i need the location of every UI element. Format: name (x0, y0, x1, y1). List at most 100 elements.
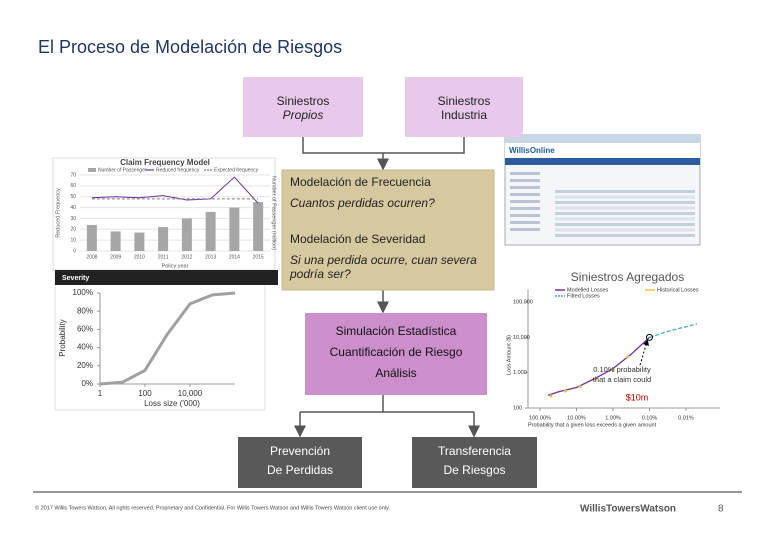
y-tick-label: 60% (77, 325, 93, 334)
node-label: Siniestros (277, 94, 330, 108)
node-box (405, 77, 523, 137)
table-row (555, 201, 695, 204)
x-tick-label: 0.01% (678, 415, 694, 421)
data-point (549, 394, 553, 398)
node-label: Modelación de Severidad (290, 232, 425, 246)
side-item (510, 207, 540, 210)
x-tick-label: 2009 (110, 254, 121, 260)
y-axis-label: Reduced Frequency (55, 188, 61, 238)
x-tick-label: 0.10% (642, 415, 658, 421)
brand-bar (505, 143, 700, 158)
node-box (305, 313, 487, 395)
x-tick-label: 2011 (158, 254, 169, 260)
table-row (555, 212, 695, 215)
series-line (91, 176, 259, 204)
node-label: Transferencia (438, 444, 511, 458)
brand: WillisOnline (509, 146, 555, 155)
x-tick-label: 2008 (86, 254, 97, 260)
node-box (238, 437, 362, 488)
side-item (510, 200, 540, 203)
chart-header (55, 270, 278, 285)
annotation: 0.10% probability (593, 365, 651, 374)
legend-label: Modelled Losses (567, 287, 609, 293)
legend-label: Historical Losses (657, 287, 699, 293)
legend-label: Reduced frequency (156, 167, 200, 173)
x-tick-label: 2013 (205, 254, 216, 260)
x-tick-label: 2015 (253, 254, 264, 260)
node-label: De Riesgos (443, 463, 505, 477)
y-tick-label: 20% (77, 361, 93, 370)
legend-label: Number of Passenger (98, 167, 147, 173)
bar (253, 202, 264, 251)
node-label: Prevención (270, 444, 330, 458)
x-tick-label: 1 (98, 389, 103, 398)
chart-title: Claim Frequency Model (120, 158, 210, 167)
connectors (294, 137, 480, 438)
cdf-curve (99, 291, 236, 386)
bar (181, 218, 192, 251)
x-tick-label: 2012 (181, 254, 192, 260)
node-label: Industria (441, 108, 487, 122)
side-item (510, 172, 540, 175)
chart-title: Severity (62, 275, 89, 282)
bar (86, 224, 97, 251)
copyright: © 2017 Willis Towers Watson. All rights … (35, 504, 390, 511)
y-tick-label: 20 (70, 227, 76, 233)
y-tick-label: 40% (77, 343, 93, 352)
node-box (281, 169, 495, 291)
node-label: De Perdidas (267, 463, 333, 477)
y-tick-label: 30 (70, 216, 76, 222)
node-label: Siniestros Agregados (571, 270, 684, 284)
node-box (243, 77, 363, 137)
table-row (555, 206, 695, 210)
y2-axis-label: Number of Passenger (million) (271, 176, 277, 250)
node-box (412, 437, 537, 488)
legend-label: Fitted Losses (567, 293, 600, 299)
table-row (555, 190, 695, 193)
y-axis-label: Probability (58, 319, 67, 356)
y-tick-label: 80% (77, 306, 93, 315)
y-tick-label: 100% (73, 288, 93, 297)
highlight-label: $10m (626, 392, 649, 402)
node-label: podría ser? (289, 267, 351, 281)
highlight-point (646, 333, 653, 341)
x-tick-label: 100 (138, 389, 152, 398)
y-tick-label: 40 (70, 205, 76, 211)
side-item (510, 228, 540, 231)
side-item (510, 214, 540, 217)
legend-label: Expected frequency (214, 167, 259, 173)
annotation: that a claim could (593, 375, 651, 384)
y-tick-label: 70 (70, 172, 76, 178)
y-tick-label: 10,000 (513, 335, 530, 341)
table-row (555, 195, 695, 199)
table-row (555, 217, 695, 221)
node-label: Análisis (375, 366, 416, 380)
y-axis-label: Loss Amount ($) (506, 335, 512, 375)
bar (158, 227, 169, 251)
nav-bar (505, 158, 700, 165)
series-line (649, 323, 698, 338)
y-tick-label: 0% (81, 379, 93, 388)
browser-bar (505, 135, 700, 143)
x-tick-label: 2010 (134, 254, 145, 260)
table-row (555, 234, 695, 237)
side-item (510, 193, 540, 196)
node-label: Propios (283, 108, 324, 122)
x-axis-label: Policy year (162, 263, 189, 269)
data-point (564, 389, 568, 393)
y-tick-label: 10 (70, 237, 76, 243)
x-tick-label: 10,000 (178, 389, 203, 398)
side-item (510, 179, 540, 182)
x-tick-label: 10.00% (567, 415, 586, 421)
data-point (578, 385, 582, 389)
data-point (626, 355, 630, 359)
annotation-arrow (639, 339, 649, 366)
x-axis-label: Loss size ('000) (144, 399, 200, 408)
data-point (594, 377, 598, 381)
table-row (555, 223, 695, 226)
bar (205, 211, 216, 251)
node-label: Siniestros (438, 94, 491, 108)
bar (134, 232, 145, 251)
connector (302, 137, 465, 154)
